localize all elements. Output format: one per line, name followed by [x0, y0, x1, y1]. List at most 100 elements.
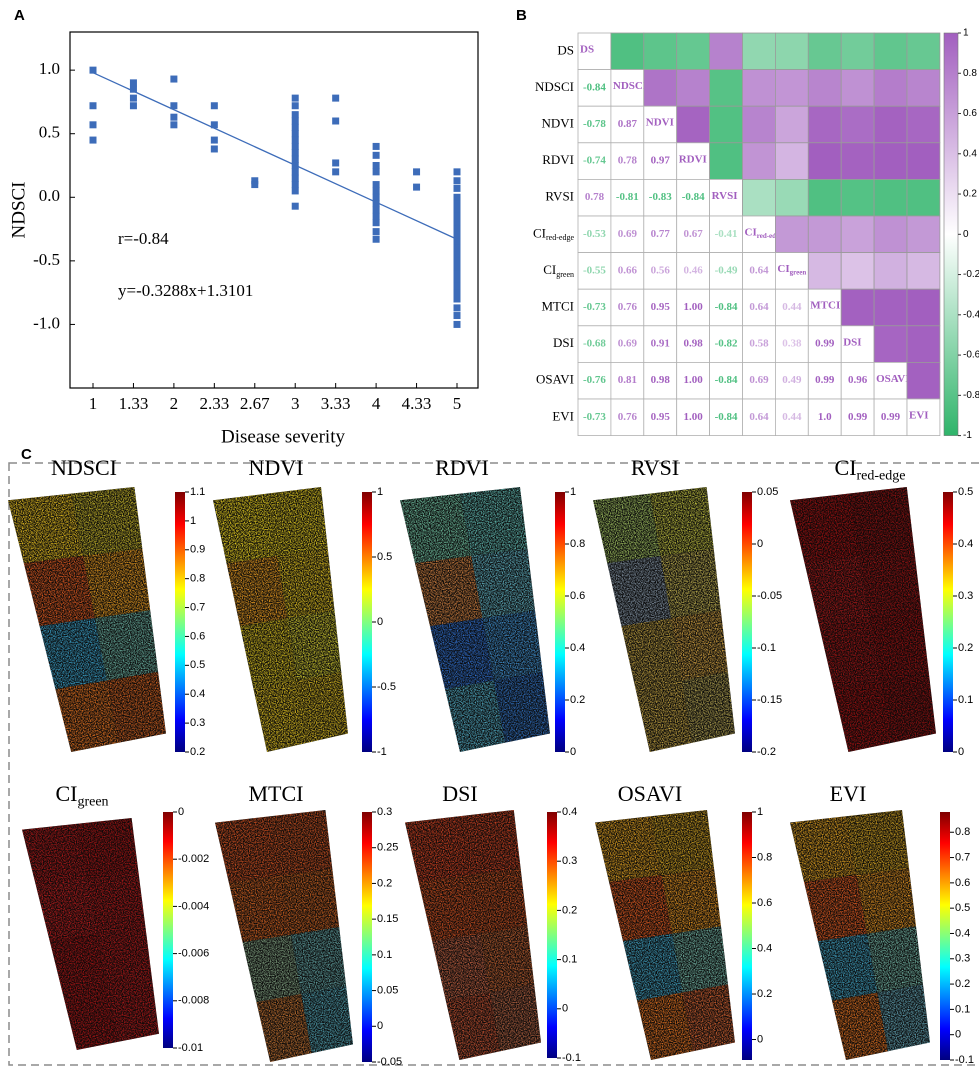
map-block	[493, 671, 550, 743]
colorbar-tick-label: -0.5	[377, 681, 396, 693]
cell-frame	[840, 398, 875, 436]
point	[170, 121, 178, 129]
cell	[807, 32, 842, 70]
map-field	[595, 810, 735, 1060]
colorbar	[362, 812, 372, 1062]
colorbar	[943, 32, 959, 436]
cell-frame	[742, 361, 776, 400]
map-block	[287, 610, 342, 681]
x-tick-label: 1	[89, 394, 98, 413]
cell-value: 0.98	[651, 374, 671, 386]
colorbar-tick-label: -1	[377, 746, 387, 758]
colorbar-tick-label: 0.4	[958, 538, 973, 550]
colorbar-tick-label: 0.8	[963, 68, 977, 79]
map-title-main: RVSI	[631, 455, 679, 480]
cell-frame	[643, 288, 678, 327]
cell	[873, 32, 908, 70]
cell-value: 1.00	[684, 374, 704, 386]
colorbar-tick-label: 0.9	[190, 544, 205, 556]
cell	[906, 215, 941, 253]
point	[291, 202, 299, 210]
cell	[906, 142, 941, 180]
point	[332, 168, 340, 176]
map-block	[635, 680, 693, 752]
row-label-main: MTCI	[542, 298, 575, 313]
cell	[906, 69, 941, 107]
point	[291, 168, 299, 176]
diagonal-label: MTCI	[810, 299, 840, 311]
point	[129, 85, 137, 93]
colorbar-tick-label: -0.15	[757, 694, 782, 706]
point	[453, 289, 461, 297]
cell	[807, 215, 842, 253]
colorbar-tick-label: 0	[377, 1020, 383, 1032]
cell-value: 0.95	[651, 301, 671, 313]
row-label-sub: green	[556, 270, 574, 279]
row-label: DSI	[553, 335, 574, 350]
map-block	[848, 487, 915, 556]
cell-frame	[873, 398, 908, 436]
cell	[873, 105, 908, 144]
cell	[840, 252, 875, 290]
cell-frame	[610, 252, 645, 290]
cell-value: 0.46	[684, 264, 704, 276]
row-label: CIred-edge	[533, 225, 574, 242]
point	[332, 117, 340, 125]
colorbar-tick-label: -0.004	[178, 900, 209, 912]
cell	[742, 69, 776, 107]
cell-value: 0.76	[618, 301, 638, 313]
colorbar-tick-label: 0.4	[955, 927, 970, 939]
diagonal-label: DS	[580, 43, 594, 55]
map-block	[418, 875, 480, 942]
point	[291, 102, 299, 110]
colorbar-tick-label: 0.5	[190, 659, 205, 671]
cell-value: 0.99	[848, 411, 868, 423]
point	[453, 282, 461, 290]
cell-frame	[643, 178, 678, 217]
cell	[610, 32, 645, 70]
colorbar-tick-label: 0.3	[958, 590, 973, 602]
x-tick-label: 4	[372, 394, 381, 413]
cell-value: -0.41	[715, 228, 738, 240]
point	[291, 187, 299, 195]
colorbar-tick-label: 1	[190, 515, 196, 527]
map-title-main: NDSCI	[51, 455, 117, 480]
point	[291, 181, 299, 189]
colorbar-tick-label: -0.6	[963, 350, 979, 361]
colorbar-tick-label: 1	[963, 28, 969, 39]
map-block	[280, 868, 340, 935]
trend-line	[92, 72, 458, 240]
row-label-main: RDVI	[542, 152, 574, 167]
colorbar-tick-label: 0.4	[190, 688, 205, 700]
map-block	[609, 875, 672, 942]
cell-frame	[840, 361, 875, 400]
colorbar-tick-label: 0.3	[562, 855, 577, 867]
cell-frame	[577, 142, 612, 180]
cell	[840, 105, 875, 144]
cell-value: -0.78	[583, 118, 606, 130]
point	[251, 177, 259, 185]
cell-value: 0.44	[782, 411, 802, 423]
cell-frame	[775, 325, 809, 363]
cell-frame	[742, 288, 776, 327]
map-block	[877, 984, 930, 1052]
point	[453, 312, 461, 320]
map-block	[97, 925, 153, 988]
map-block	[482, 610, 543, 681]
map-block	[818, 933, 878, 1001]
point	[291, 142, 299, 150]
cell-value: 0.96	[848, 374, 868, 386]
map-block	[290, 927, 347, 994]
map-block	[445, 992, 501, 1060]
cell-frame	[742, 252, 776, 290]
map-title-main: DSI	[442, 781, 477, 806]
point	[170, 113, 178, 121]
cell-frame	[676, 398, 711, 436]
row-label: DS	[557, 42, 574, 57]
x-tick-label: 4.33	[402, 394, 432, 413]
map-block	[400, 493, 472, 564]
cell-frame	[709, 361, 743, 400]
cell-value: 0.58	[749, 338, 769, 350]
colorbar	[362, 492, 372, 752]
map-title: MTCI	[249, 781, 304, 806]
